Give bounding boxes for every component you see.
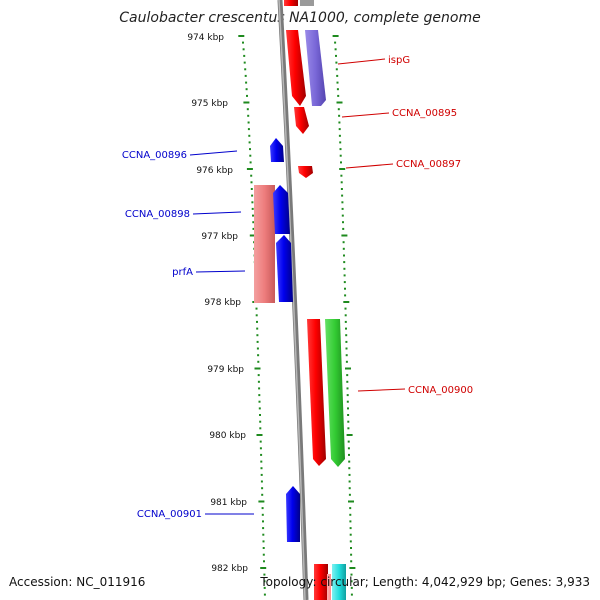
scale-ticks-inner <box>238 35 267 596</box>
gene-CCNA_00896 <box>270 138 284 162</box>
leader-CCNA_00900 <box>357 388 406 392</box>
gene-prfA <box>276 235 293 302</box>
gene-labels: ispG CCNA_00895 CCNA_00896 CCNA_00897 CC… <box>122 55 473 520</box>
scale-label: 974 kbp <box>187 33 224 43</box>
scale-label: 982 kbp <box>211 564 248 574</box>
genome-backbone <box>277 0 309 600</box>
leader-CCNA_00896 <box>189 150 238 156</box>
gene-green <box>325 319 345 467</box>
leader-CCNA_00898 <box>192 211 242 215</box>
scale-label: 980 kbp <box>209 431 246 441</box>
gene-arrows <box>254 0 346 600</box>
accession-text: Accession: NC_011916 <box>9 575 146 589</box>
gene-bottom-cyan <box>332 564 346 600</box>
gene-label-CCNA_00895: CCNA_00895 <box>392 108 457 119</box>
gene-purple <box>305 30 326 106</box>
gene-label-CCNA_00898: CCNA_00898 <box>125 209 190 220</box>
gene-top-red <box>284 0 298 6</box>
gene-label-prfA: prfA <box>172 267 193 278</box>
gene-ispG <box>286 30 306 106</box>
scale-label: 981 kbp <box>210 498 247 508</box>
scale-ticks-outer <box>332 35 356 596</box>
gene-top-grey <box>300 0 314 6</box>
scale-label: 975 kbp <box>191 99 228 109</box>
scale-label: 976 kbp <box>196 166 233 176</box>
gene-pink <box>254 185 275 303</box>
gene-label-ispG: ispG <box>388 55 410 66</box>
genome-backbone-highlight <box>278 0 306 600</box>
genome-title: Caulobacter crescentus NA1000, complete … <box>119 10 481 26</box>
gene-label-CCNA_00897: CCNA_00897 <box>396 159 461 170</box>
gene-bottom-pale <box>327 574 331 600</box>
gene-label-CCNA_00900: CCNA_00900 <box>408 385 473 396</box>
scale-label: 978 kbp <box>204 298 241 308</box>
gene-label-CCNA_00901: CCNA_00901 <box>137 509 202 520</box>
gene-label-CCNA_00896: CCNA_00896 <box>122 150 187 161</box>
scale-labels: 974 kbp 975 kbp 976 kbp 977 kbp 978 kbp … <box>187 33 248 574</box>
scale-label: 979 kbp <box>207 365 244 375</box>
scale-label: 977 kbp <box>201 232 238 242</box>
label-leaders <box>189 58 406 515</box>
leader-CCNA_00897 <box>345 163 394 169</box>
genome-stats-text: Topology: circular; Length: 4,042,929 bp… <box>260 575 590 589</box>
leader-CCNA_00895 <box>341 112 390 118</box>
gene-CCNA_00900 <box>307 319 326 466</box>
leader-prfA <box>195 270 246 273</box>
gene-CCNA_00901 <box>286 486 300 542</box>
leader-ispG <box>337 58 386 65</box>
gene-bottom-red <box>314 564 328 600</box>
gene-CCNA_00898 <box>273 185 290 234</box>
gene-CCNA_00895 <box>294 107 309 134</box>
gene-CCNA_00897 <box>298 166 313 178</box>
